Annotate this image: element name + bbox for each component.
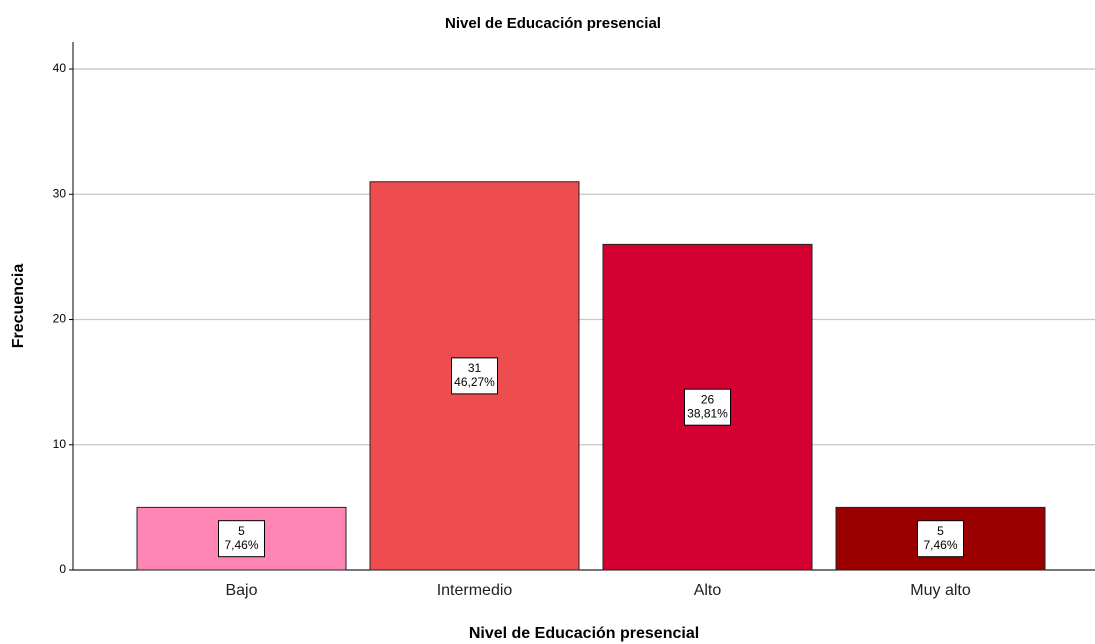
percent-label: 38,81% [687,406,728,420]
y-tick-label: 40 [53,61,67,75]
y-tick-label: 30 [53,186,67,200]
data-label-box [917,520,964,558]
y-tick-label: 10 [53,437,67,451]
data-label-box [684,388,731,426]
x-axis-title: Nivel de Educación presencial [469,625,699,642]
percent-label: 7,46% [923,538,957,552]
data-label-box [451,357,498,395]
y-tick-label: 20 [53,312,67,326]
x-tick-label: Intermedio [437,582,513,599]
chart-title: Nivel de Educación presencial [445,15,661,32]
data-label: 26 [701,392,715,406]
x-tick-label: Alto [694,582,722,599]
percent-label: 46,27% [454,375,495,389]
data-label: 31 [468,361,482,375]
percent-label: 7,46% [224,538,258,552]
data-label: 5 [238,524,245,538]
data-label: 5 [937,524,944,538]
bar [369,181,580,571]
x-tick-label: Bajo [225,582,257,599]
y-axis-title: Frecuencia [10,264,27,349]
x-tick-label: Muy alto [910,582,971,599]
y-tick-label: 0 [59,562,66,576]
data-label-box [218,520,265,558]
